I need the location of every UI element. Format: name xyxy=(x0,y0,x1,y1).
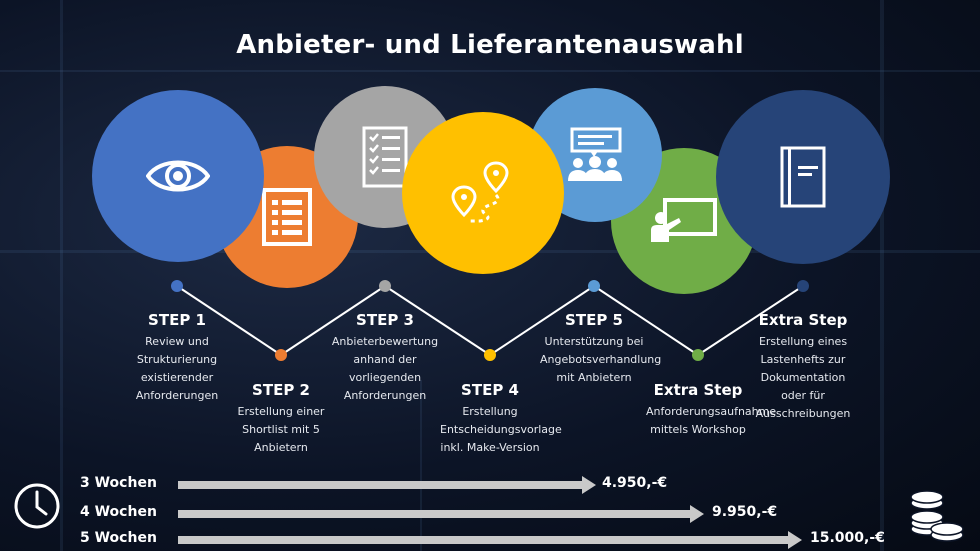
bg-line xyxy=(420,380,422,551)
timeline-price-1: 4.950,-€ xyxy=(602,475,668,491)
presentation-icon xyxy=(651,198,717,242)
eye-icon xyxy=(146,160,210,192)
step-3-text: STEP 3 Anbieterbewertung anhand der vorl… xyxy=(331,311,439,405)
step-2-text: STEP 2 Erstellung einer Shortlist mit 5 … xyxy=(231,381,331,457)
step-1-desc: Review und Strukturierung existierender … xyxy=(135,335,219,402)
step-7-circle xyxy=(716,90,890,264)
step-4-head: STEP 4 xyxy=(461,381,519,399)
step-3-head: STEP 3 xyxy=(356,311,414,329)
step-1-head: STEP 1 xyxy=(148,311,206,329)
step-4-circle xyxy=(402,112,564,274)
document-icon xyxy=(780,146,826,208)
step-7-desc: Erstellung eines Lastenhefts zur Dokumen… xyxy=(755,335,851,420)
step-7-head: Extra Step xyxy=(758,311,848,329)
step-6-text: Extra Step Anforderungsaufnahme mittels … xyxy=(646,381,777,439)
bg-line xyxy=(880,0,884,551)
step-6-desc: Anforderungsaufnahme mittels Workshop xyxy=(646,405,777,436)
clock-icon xyxy=(14,483,60,529)
node-step-4 xyxy=(484,349,496,361)
node-step-3 xyxy=(379,280,391,292)
node-step-6 xyxy=(692,349,704,361)
checkbox-list-icon xyxy=(362,126,408,188)
checklist-icon xyxy=(262,188,312,246)
step-2-head: STEP 2 xyxy=(252,381,310,399)
timeline-bar-2 xyxy=(178,505,704,523)
node-step-7 xyxy=(797,280,809,292)
timeline-label-2: 4 Wochen xyxy=(80,504,157,520)
step-5-head: STEP 5 xyxy=(565,311,623,329)
step-1-text: STEP 1 Review und Strukturierung existie… xyxy=(127,311,227,405)
bg-line xyxy=(60,0,63,551)
step-5-desc: Unterstützung bei Angebotsverhandlung mi… xyxy=(540,335,662,384)
bg-line xyxy=(0,70,980,72)
step-4-text: STEP 4 Erstellung Entscheidungsvorlage i… xyxy=(440,381,562,457)
node-step-1 xyxy=(171,280,183,292)
step-7-text: Extra Step Erstellung eines Lastenhefts … xyxy=(749,311,857,423)
timeline-price-3: 15.000,-€ xyxy=(810,530,885,546)
node-step-2 xyxy=(275,349,287,361)
timeline-label-3: 5 Wochen xyxy=(80,530,157,546)
coins-icon xyxy=(910,490,964,542)
timeline-price-2: 9.950,-€ xyxy=(712,504,778,520)
step-2-desc: Erstellung einer Shortlist mit 5 Anbiete… xyxy=(237,405,325,454)
route-pins-icon xyxy=(451,161,509,223)
timeline-label-1: 3 Wochen xyxy=(80,475,157,491)
step-5-text: STEP 5 Unterstützung bei Angebotsverhand… xyxy=(540,311,662,387)
timeline-bar-1 xyxy=(178,476,596,494)
step-4-desc: Erstellung Entscheidungsvorlage inkl. Ma… xyxy=(440,405,562,454)
meeting-icon xyxy=(568,127,622,181)
node-step-5 xyxy=(588,280,600,292)
step-3-desc: Anbieterbewertung anhand der vorliegende… xyxy=(331,335,439,402)
step-1-circle xyxy=(92,90,264,262)
timeline-bar-3 xyxy=(178,531,802,549)
page-title: Anbieter- und Lieferantenauswahl xyxy=(236,30,744,60)
step-6-head: Extra Step xyxy=(653,381,743,399)
